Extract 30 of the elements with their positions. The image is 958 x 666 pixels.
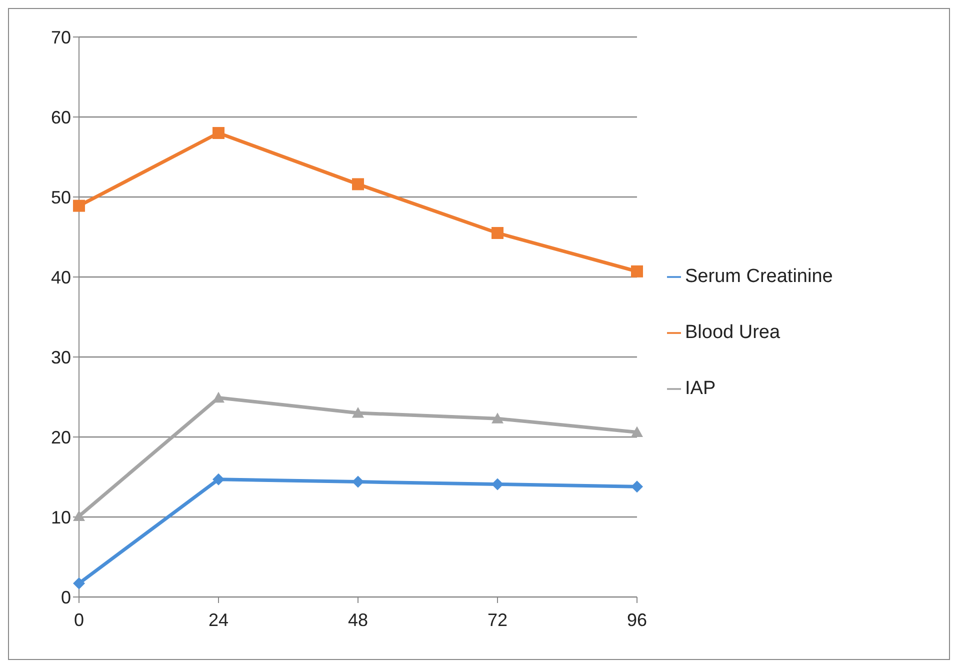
point bbox=[73, 577, 85, 590]
y-tick-label: 20 bbox=[50, 427, 71, 448]
point bbox=[631, 426, 643, 437]
y-tick-label: 10 bbox=[50, 507, 71, 528]
y-tick-label: 50 bbox=[50, 187, 71, 208]
point bbox=[212, 392, 224, 403]
point bbox=[73, 200, 85, 212]
point bbox=[492, 412, 504, 424]
point bbox=[492, 478, 504, 490]
x-tick-label: 96 bbox=[626, 610, 648, 630]
point bbox=[352, 407, 364, 418]
y-tick-label: 70 bbox=[50, 27, 71, 48]
y-tick-label: 30 bbox=[50, 347, 71, 368]
legend-label: Serum Creatinine bbox=[685, 266, 833, 287]
legend-label: Blood Urea bbox=[685, 322, 780, 343]
point bbox=[492, 227, 504, 239]
x-tick-label: 48 bbox=[348, 610, 368, 630]
point bbox=[352, 476, 364, 488]
y-tick-label: 40 bbox=[50, 267, 71, 288]
point bbox=[212, 473, 224, 486]
x-tick-label: 24 bbox=[208, 610, 229, 630]
point bbox=[212, 127, 224, 139]
point bbox=[631, 265, 643, 278]
x-tick-label: 72 bbox=[487, 610, 508, 630]
y-tick-label: 0 bbox=[60, 587, 71, 608]
legend-label: IAP bbox=[685, 378, 716, 399]
x-tick-label: 0 bbox=[74, 610, 84, 630]
y-tick-label: 60 bbox=[50, 107, 71, 128]
point bbox=[631, 480, 643, 493]
point bbox=[352, 178, 364, 190]
